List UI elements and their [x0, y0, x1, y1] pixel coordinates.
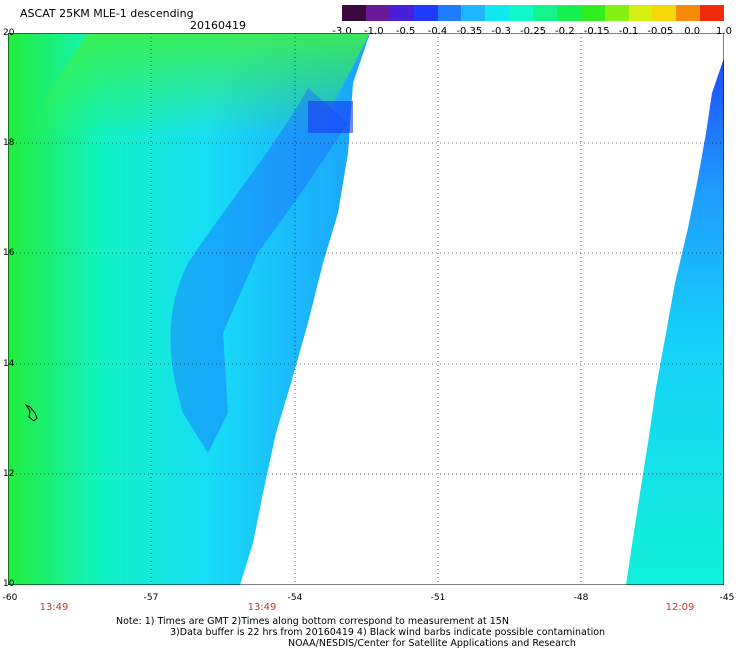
lon-label-57: -57 — [143, 593, 159, 603]
colorbar-tick-label: -0.15 — [583, 26, 610, 37]
colorbar-swatch — [580, 5, 605, 21]
left-swath-top-tint — [8, 33, 370, 333]
lon-label-45: -45 — [719, 593, 735, 603]
colorbar-tick-label: -0.1 — [618, 26, 639, 37]
graticule — [8, 33, 724, 585]
deep-blue-patch — [308, 101, 353, 133]
lat-label-16: 16 — [3, 248, 15, 258]
colorbar-tick-label: -0.3 — [491, 26, 511, 37]
colorbar-swatch — [533, 5, 557, 21]
note-line-1: Note: 1) Times are GMT 2)Times along bot… — [116, 616, 509, 627]
right-swath — [626, 58, 724, 585]
colorbar-swatch — [676, 5, 701, 21]
colorbar-ticks: -3.0 -1.0 -0.5 -0.4 -0.35 -0.3 -0.25 -0.2 -0.15-… — [0, 26, 740, 40]
swath-map — [8, 33, 724, 585]
lat-label-14: 14 — [3, 359, 15, 369]
colorbar — [342, 5, 724, 21]
colorbar-swatch — [556, 5, 581, 21]
colorbar-swatch — [413, 5, 438, 21]
note-line-2: 3)Data buffer is 22 hrs from 20160419 4)… — [170, 627, 606, 638]
colorbar-swatch — [628, 5, 653, 21]
lat-label-10: 10 — [3, 579, 15, 589]
lon-label-51: -51 — [430, 593, 446, 603]
colorbar-tick-label: -0.35 — [456, 26, 483, 37]
colorbar-swatch — [437, 5, 462, 21]
colorbar-tick-label: 1.0 — [716, 26, 732, 37]
time-label-1: 13:49 — [39, 602, 69, 613]
colorbar-tick-label: -1.0 — [364, 26, 384, 37]
colorbar-tick-label: -0.05 — [647, 26, 674, 37]
time-label-2: 13:49 — [247, 602, 277, 613]
colorbar-swatch — [700, 5, 724, 21]
island-outline-icon — [24, 403, 38, 422]
colorbar-tick-label: -0.25 — [520, 26, 546, 37]
colorbar-tick-label: -0.4 — [427, 26, 448, 37]
colorbar-swatch — [461, 5, 486, 21]
colorbar-swatch — [342, 5, 366, 21]
lon-label-54: -54 — [287, 593, 303, 603]
lon-label-48: -48 — [573, 593, 589, 603]
lat-label-12: 12 — [3, 469, 15, 479]
dark-blue-band — [170, 88, 348, 453]
colorbar-tick-label: -0.5 — [395, 26, 416, 37]
map-title: ASCAT 25KM MLE-1 descending — [20, 7, 194, 20]
colorbar-swatch — [509, 5, 533, 21]
note-line-3: NOAA/NESDIS/Center for Satellite Applica… — [288, 638, 576, 649]
colorbar-swatch — [389, 5, 414, 21]
lon-label-60: -60 — [2, 593, 18, 603]
map-date: 20160419 — [190, 19, 246, 32]
lat-label-18: 18 — [3, 138, 15, 148]
colorbar-tick-label: 0.0 — [684, 26, 701, 37]
colorbar-tick-label: -3.0 — [332, 26, 352, 37]
colorbar-swatch — [652, 5, 677, 21]
colorbar-tick-label: -0.2 — [555, 26, 575, 37]
colorbar-swatch — [604, 5, 629, 21]
time-label-3: 12:09 — [665, 602, 695, 613]
colorbar-swatch — [365, 5, 390, 21]
lat-label-20: 20 — [3, 28, 15, 38]
colorbar-swatch — [485, 5, 510, 21]
